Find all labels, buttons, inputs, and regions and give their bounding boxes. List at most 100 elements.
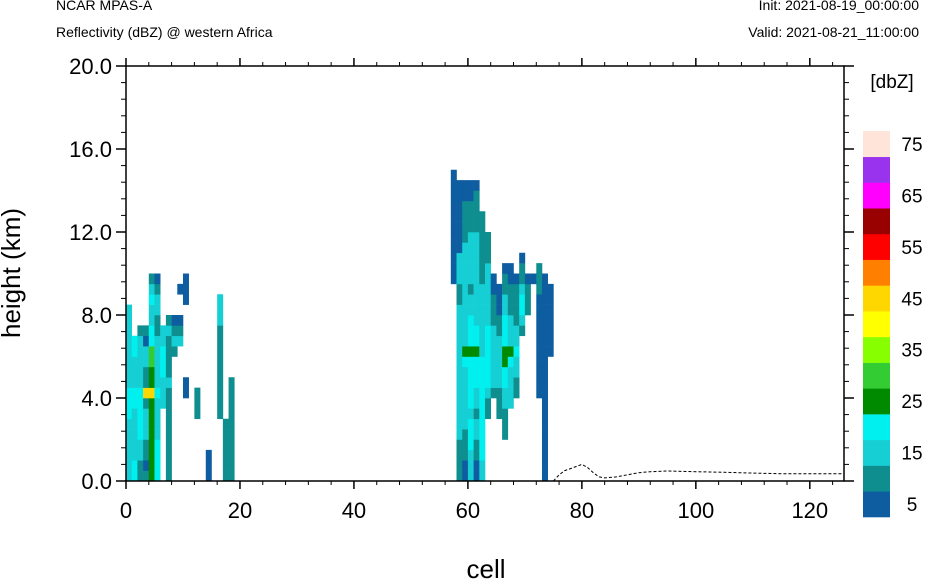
reflectivity-cell xyxy=(479,346,486,357)
reflectivity-cell xyxy=(456,377,463,388)
chart-subtitle: Reflectivity (dBZ) @ western Africa xyxy=(56,24,273,40)
reflectivity-cell xyxy=(473,180,480,191)
reflectivity-cell xyxy=(177,283,184,295)
reflectivity-cell xyxy=(217,408,224,420)
reflectivity-cell xyxy=(479,418,486,430)
reflectivity-cell xyxy=(473,304,480,316)
reflectivity-cell xyxy=(507,283,514,295)
reflectivity-cell xyxy=(126,366,132,378)
reflectivity-cell xyxy=(154,304,161,316)
reflectivity-cell xyxy=(217,325,224,337)
reflectivity-cell xyxy=(490,335,497,347)
reflectivity-cell xyxy=(496,346,503,357)
reflectivity-cell xyxy=(160,398,167,409)
axis-ticks: 0 20 40 60 80 100 120 0.0 4.0 8.0 12.0 16.0 20.0 xyxy=(69,54,854,523)
reflectivity-cell xyxy=(502,398,509,409)
colorbar-label: 5 xyxy=(907,495,918,516)
reflectivity-cell xyxy=(490,346,497,357)
reflectivity-cell xyxy=(467,190,474,202)
reflectivity-cell xyxy=(462,211,469,222)
y-tick-label: 12.0 xyxy=(69,220,112,245)
reflectivity-cell xyxy=(479,470,486,482)
reflectivity-cell xyxy=(496,335,503,347)
reflectivity-cell xyxy=(126,377,132,388)
reflectivity-cell xyxy=(143,356,150,368)
reflectivity-cell xyxy=(547,335,554,347)
reflectivity-cell xyxy=(541,460,548,471)
reflectivity-cell xyxy=(536,387,543,399)
reflectivity-cell xyxy=(131,470,138,482)
reflectivity-cell xyxy=(148,304,155,316)
reflectivity-cell xyxy=(473,200,480,212)
reflectivity-cell xyxy=(160,356,167,368)
reflectivity-cell xyxy=(143,325,150,337)
reflectivity-cell xyxy=(165,315,172,326)
reflectivity-cell xyxy=(222,449,229,461)
reflectivity-cell xyxy=(154,283,161,295)
reflectivity-cell xyxy=(519,294,526,305)
reflectivity-cell xyxy=(462,429,469,440)
reflectivity-cell xyxy=(131,408,138,420)
reflectivity-cell xyxy=(228,408,235,420)
reflectivity-cell xyxy=(541,398,548,409)
reflectivity-cell xyxy=(177,315,184,326)
reflectivity-cell xyxy=(456,200,463,212)
reflectivity-cell xyxy=(485,252,491,264)
reflectivity-cell xyxy=(148,315,155,326)
reflectivity-cell xyxy=(182,377,189,388)
reflectivity-cell xyxy=(456,252,463,264)
reflectivity-cell xyxy=(507,315,514,326)
reflectivity-cell xyxy=(450,190,457,202)
reflectivity-cell xyxy=(502,387,509,399)
reflectivity-cell xyxy=(513,304,520,316)
reflectivity-cell xyxy=(524,273,531,285)
reflectivity-cell xyxy=(490,315,497,326)
reflectivity-cell xyxy=(194,387,201,399)
reflectivity-cell xyxy=(462,315,469,326)
reflectivity-cell xyxy=(462,325,469,337)
reflectivity-cell xyxy=(131,398,138,409)
reflectivity-cell xyxy=(541,449,548,461)
reflectivity-cell xyxy=(154,356,161,368)
colorbar-swatch xyxy=(863,311,890,338)
reflectivity-cell xyxy=(513,377,520,388)
reflectivity-cell xyxy=(496,304,503,316)
reflectivity-cell xyxy=(519,304,526,316)
reflectivity-cell xyxy=(467,232,474,243)
reflectivity-cell xyxy=(154,470,161,482)
reflectivity-cell xyxy=(217,335,224,347)
x-tick-label: 0 xyxy=(120,498,132,523)
reflectivity-cell xyxy=(479,211,486,222)
reflectivity-cell xyxy=(507,294,514,305)
reflectivity-cell xyxy=(479,429,486,440)
reflectivity-cell xyxy=(148,356,155,368)
reflectivity-cell xyxy=(182,294,189,305)
reflectivity-cell xyxy=(177,335,184,347)
reflectivity-cell xyxy=(131,387,138,399)
reflectivity-cell xyxy=(456,429,463,440)
reflectivity-cell xyxy=(507,263,514,274)
reflectivity-cell xyxy=(462,200,469,212)
reflectivity-cell xyxy=(462,232,469,243)
reflectivity-cell xyxy=(502,335,509,347)
reflectivity-cell xyxy=(467,356,474,368)
reflectivity-cell xyxy=(456,418,463,430)
reflectivity-cell xyxy=(126,418,132,430)
reflectivity-cell xyxy=(467,294,474,305)
reflectivity-cell xyxy=(536,335,543,347)
y-axis-label: height (km) xyxy=(0,208,26,338)
colorbar-swatch xyxy=(863,156,890,183)
reflectivity-cell xyxy=(496,325,503,337)
reflectivity-cell xyxy=(485,408,491,420)
reflectivity-cell xyxy=(513,273,520,285)
reflectivity-cell xyxy=(462,356,469,368)
reflectivity-cell xyxy=(182,387,189,399)
reflectivity-cell xyxy=(143,460,150,471)
reflectivity-cell xyxy=(462,283,469,295)
reflectivity-cell xyxy=(137,366,144,378)
reflectivity-cell xyxy=(217,304,224,316)
reflectivity-cell xyxy=(137,408,144,420)
reflectivity-cell xyxy=(473,429,480,440)
reflectivity-cell xyxy=(473,408,480,420)
reflectivity-cell xyxy=(479,304,486,316)
